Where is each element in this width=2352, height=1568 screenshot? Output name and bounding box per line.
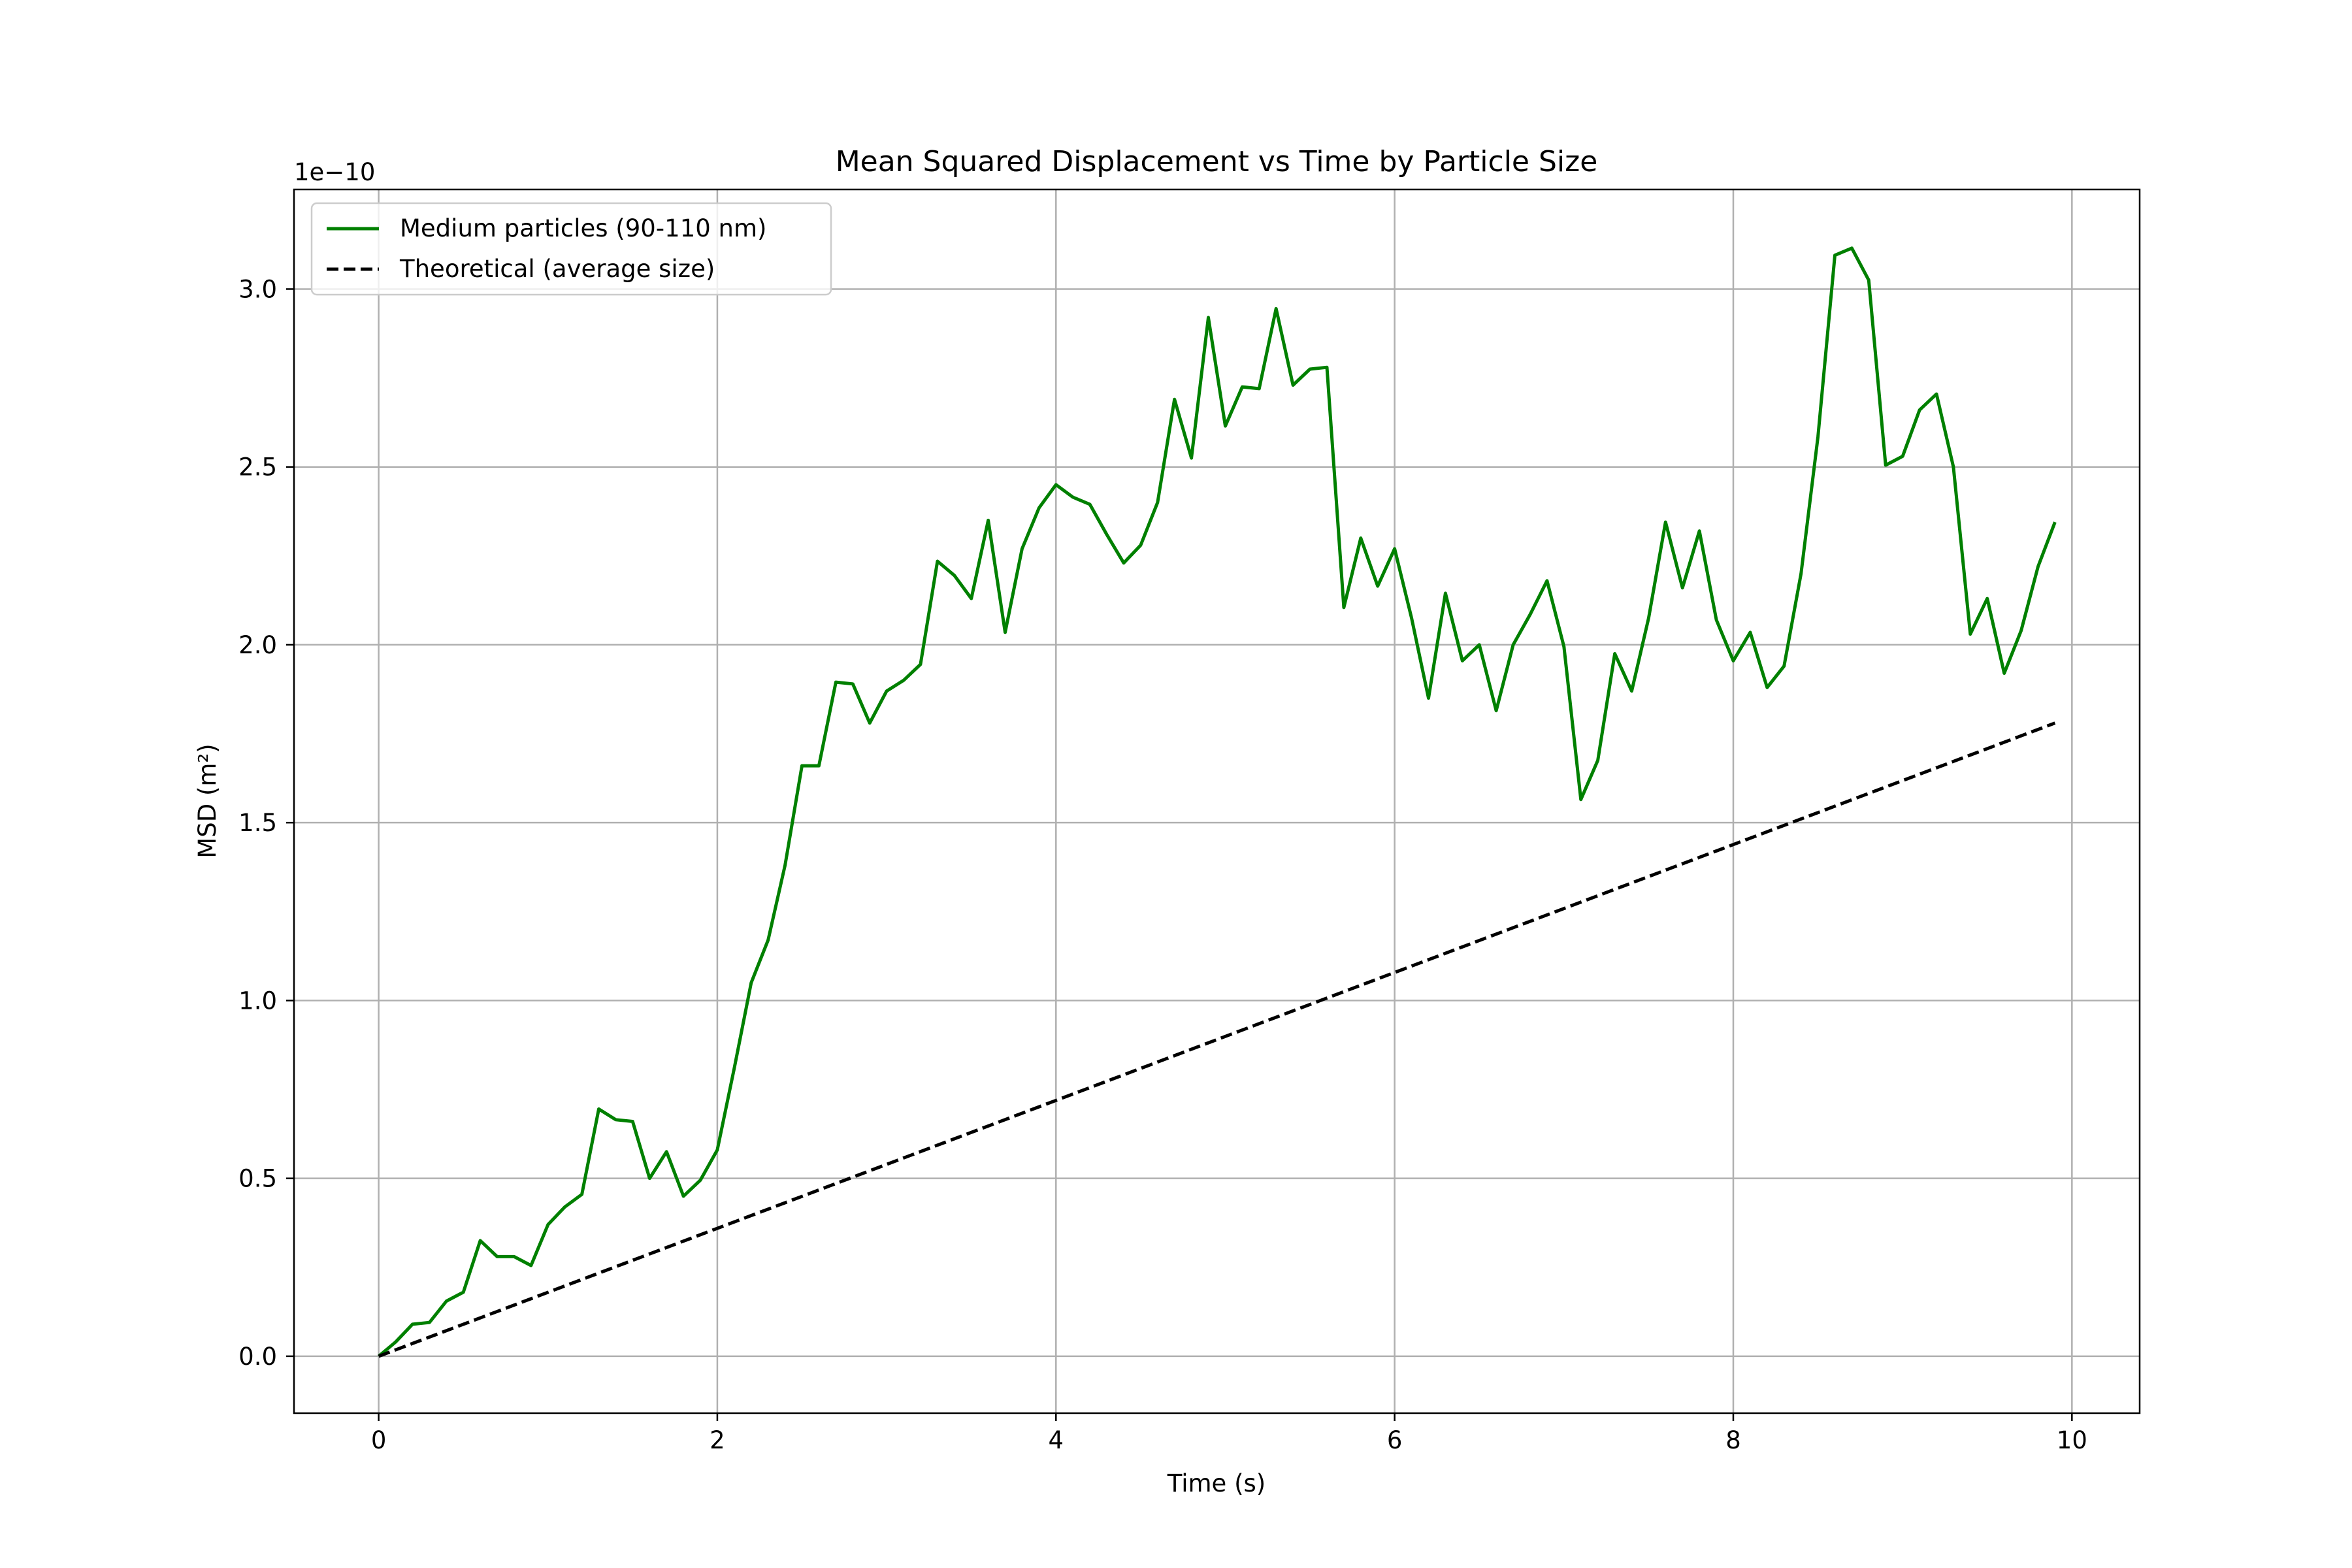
axis-ticks	[286, 288, 2073, 1421]
legend: Medium particles (90-110 nm) Theoretical…	[310, 202, 832, 296]
y-tick-label: 1.0	[238, 987, 277, 1015]
y-axis-label: MSD (m²)	[193, 743, 221, 858]
x-tick-label: 0	[371, 1426, 387, 1454]
x-tick-label: 2	[710, 1426, 725, 1454]
axis-tick-labels: 0 2 4 6 8 10 0.0 0.5 1.0 1.5 2.0 2.5 3.0	[238, 275, 2087, 1454]
y-tick-label: 3.0	[238, 275, 277, 303]
y-tick-label: 2.0	[238, 631, 277, 659]
chart-title: Mean Squared Displacement vs Time by Par…	[836, 145, 1598, 178]
x-tick-label: 10	[2057, 1426, 2087, 1454]
series-line-medium-particles	[377, 246, 2057, 1358]
y-tick-label: 0.0	[238, 1343, 277, 1371]
y-offset-label: 1e−10	[294, 158, 375, 186]
legend-label-theoretical: Theoretical (average size)	[399, 255, 715, 283]
legend-box	[310, 202, 832, 296]
y-tick-label: 2.5	[238, 453, 277, 482]
x-tick-label: 8	[1725, 1426, 1741, 1454]
plot-frame	[293, 188, 2141, 1414]
plot-area-background	[294, 189, 2140, 1413]
series-layer	[377, 246, 2057, 1358]
legend-label-medium: Medium particles (90-110 nm)	[400, 214, 766, 242]
y-tick-label: 0.5	[238, 1165, 277, 1193]
x-tick-label: 6	[1387, 1426, 1403, 1454]
y-tick-label: 1.5	[238, 809, 277, 837]
series-line-theoretical	[378, 721, 2056, 1358]
x-tick-label: 4	[1049, 1426, 1064, 1454]
x-axis-label: Time (s)	[1167, 1469, 1266, 1497]
